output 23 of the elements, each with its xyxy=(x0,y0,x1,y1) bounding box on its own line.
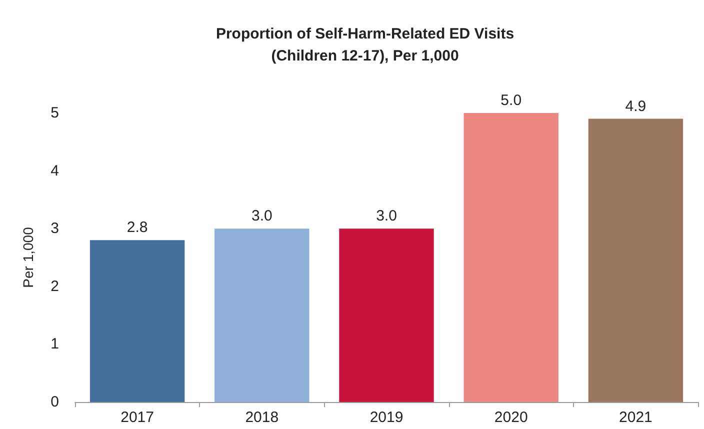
bar xyxy=(464,113,558,402)
y-axis-title: Per 1,000 xyxy=(20,226,36,288)
data-label: 4.9 xyxy=(625,98,646,115)
x-tick-label: 2019 xyxy=(370,409,404,426)
bar xyxy=(90,240,185,402)
bar xyxy=(339,228,434,402)
bar xyxy=(588,118,684,402)
y-tick-label: 2 xyxy=(50,278,59,295)
data-label: 2.8 xyxy=(126,219,148,236)
data-label: 3.0 xyxy=(376,208,397,225)
x-tick-label: 2017 xyxy=(120,409,154,426)
y-tick-label: 4 xyxy=(50,162,59,180)
data-label: 5.0 xyxy=(500,92,522,109)
chart-title: Proportion of Self-Harm-Related ED Visits (Children 12-17), Per 1,000 xyxy=(216,26,514,64)
bar xyxy=(214,228,310,402)
data-label: 3.0 xyxy=(251,208,272,225)
y-tick-label: 0 xyxy=(50,394,59,410)
x-tick-label: 2018 xyxy=(245,409,279,426)
y-tick-label: 1 xyxy=(50,336,59,353)
x-tick-label: 2020 xyxy=(494,409,528,426)
x-tick-label: 2021 xyxy=(619,409,652,426)
y-tick-label: 3 xyxy=(50,220,59,238)
y-tick-label: 5 xyxy=(50,104,59,122)
